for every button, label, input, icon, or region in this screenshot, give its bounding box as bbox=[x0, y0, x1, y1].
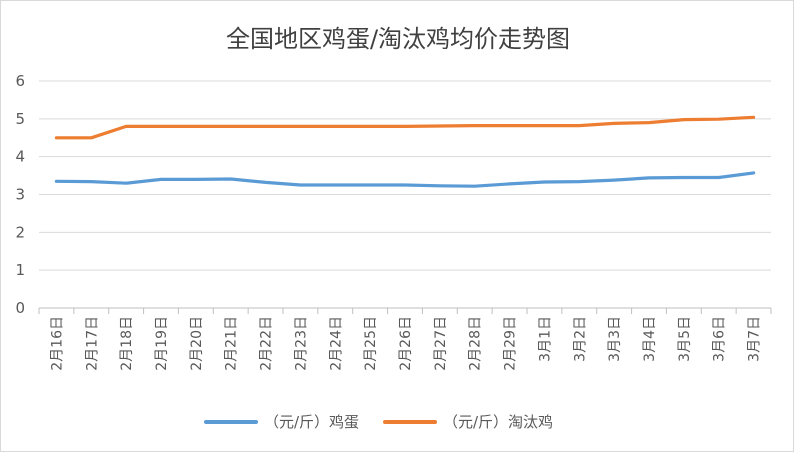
y-tick-label: 5 bbox=[15, 110, 25, 128]
x-tick-label: 2月29日 bbox=[503, 316, 519, 371]
x-tick-label: 3月1日 bbox=[537, 316, 553, 362]
x-tick-label: 3月5日 bbox=[677, 316, 693, 362]
legend: （元/斤）鸡蛋 （元/斤）淘汰鸡 bbox=[204, 413, 553, 431]
x-tick-label: 2月19日 bbox=[154, 316, 170, 371]
y-tick-label: 6 bbox=[15, 72, 25, 90]
x-tick-label: 2月21日 bbox=[224, 316, 240, 371]
x-tick-label: 3月4日 bbox=[642, 316, 658, 362]
axes: 0 1 2 3 4 5 6 2月16日 2月17日 2月18日 2月19日 2月20日 2月21日 2月2… bbox=[15, 72, 772, 371]
x-tick-label: 2月25日 bbox=[363, 316, 379, 371]
x-tick-label: 2月24日 bbox=[328, 316, 344, 371]
series-lines bbox=[54, 115, 756, 188]
x-tick-label: 3月3日 bbox=[607, 316, 623, 362]
series-line-2 bbox=[54, 115, 756, 140]
y-tick-label: 3 bbox=[15, 186, 25, 204]
x-tick-label: 2月27日 bbox=[433, 316, 449, 371]
series-line-1 bbox=[54, 171, 756, 188]
y-tick-label: 1 bbox=[15, 261, 25, 279]
x-tick-label: 2月18日 bbox=[119, 316, 135, 371]
gridlines bbox=[39, 80, 771, 271]
x-tick-label: 2月26日 bbox=[398, 316, 414, 371]
x-tick-label: 2月28日 bbox=[468, 316, 484, 371]
y-tick-label: 4 bbox=[15, 148, 25, 166]
x-tick-label: 2月16日 bbox=[49, 316, 65, 371]
legend-label-2: （元/斤）淘汰鸡 bbox=[443, 413, 553, 431]
x-tick-label: 3月2日 bbox=[572, 316, 588, 362]
x-tick-label: 3月6日 bbox=[712, 316, 728, 362]
x-tick-label: 2月20日 bbox=[189, 316, 205, 371]
x-tick-label: 3月7日 bbox=[747, 316, 763, 362]
x-tick-label: 2月23日 bbox=[293, 316, 309, 371]
chart-title: 全国地区鸡蛋/淘汰鸡均价走势图 bbox=[226, 25, 570, 53]
x-tick-label: 2月17日 bbox=[84, 316, 100, 371]
y-tick-label: 2 bbox=[15, 223, 25, 241]
x-tick-label: 2月22日 bbox=[259, 316, 275, 371]
legend-label-1: （元/斤）鸡蛋 bbox=[264, 413, 359, 431]
y-tick-label: 0 bbox=[15, 299, 25, 317]
